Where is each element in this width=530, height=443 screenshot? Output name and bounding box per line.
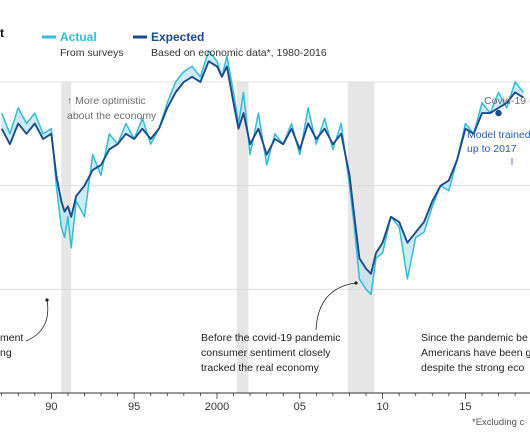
annotation-model-2: up to 2017 <box>467 143 517 155</box>
x-axis-ticks: 90 95 2000 05 10 15 <box>1 393 516 413</box>
annotation-covid-tag: Covid-19 ( <box>484 95 530 107</box>
annotation-since-2: Americans have been g <box>421 347 530 359</box>
x-tick-label-2000: 2000 <box>205 401 229 413</box>
legend-actual-sub: From surveys <box>60 47 124 59</box>
series-lines <box>0 50 524 296</box>
recession-band-2 <box>347 82 375 393</box>
x-tick-label-2005: 05 <box>294 401 306 413</box>
gap-fill-area <box>1 50 524 295</box>
series-line-expected <box>0 60 524 275</box>
annotation-optimistic-2: about the economy <box>67 110 157 122</box>
series-line-actual <box>1 50 524 296</box>
recession-band-0 <box>61 82 72 393</box>
footnote: *Excluding c <box>472 417 525 428</box>
legend-title-fragment: t <box>0 26 4 40</box>
x-tick-label-1995: 95 <box>128 401 140 413</box>
annotation-before-2: consumer sentiment closely <box>201 347 331 359</box>
legend-actual-label: Actual <box>60 30 97 44</box>
x-tick-label-1990: 90 <box>45 401 57 413</box>
annotation-since-3: despite the strong eco <box>421 362 524 374</box>
annotation-left-2: ng <box>0 347 12 359</box>
x-tick-label-2015: 15 <box>459 401 471 413</box>
recession-bands <box>61 82 375 393</box>
legend-expected-sub: Based on economic data*, 1980-2016 <box>151 47 327 59</box>
model-marker-dot <box>495 109 502 117</box>
x-tick-label-2010: 10 <box>376 401 388 413</box>
annotation-optimistic-1: ↑ More optimistic <box>67 95 146 107</box>
before-leader-dot <box>354 281 358 285</box>
annotation-left-1: ment <box>0 332 23 344</box>
annotation-before-1: Before the covid-19 pandemic <box>201 332 341 344</box>
left-leader-line <box>25 299 49 342</box>
before-leader-line <box>315 282 357 331</box>
annotation-since-1: Since the pandemic be <box>421 332 528 344</box>
annotation-before-3: tracked the real economy <box>201 362 320 374</box>
left-leader-dot <box>45 298 49 302</box>
annotation-model-1: Model trained <box>467 129 530 141</box>
legend-expected-label: Expected <box>151 30 204 44</box>
recession-band-1 <box>236 82 249 393</box>
